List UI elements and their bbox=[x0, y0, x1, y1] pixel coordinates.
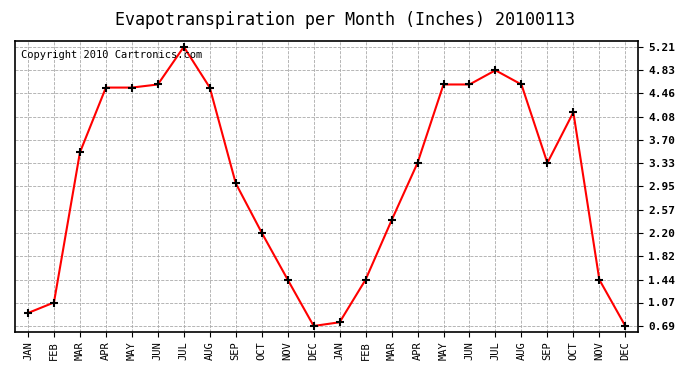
Point bbox=[282, 277, 293, 283]
Point bbox=[438, 81, 449, 87]
Text: Evapotranspiration per Month (Inches) 20100113: Evapotranspiration per Month (Inches) 20… bbox=[115, 11, 575, 29]
Point bbox=[204, 85, 215, 91]
Point bbox=[308, 323, 319, 329]
Point bbox=[594, 277, 605, 283]
Point bbox=[464, 81, 475, 87]
Point bbox=[334, 319, 345, 325]
Point bbox=[386, 217, 397, 223]
Point bbox=[152, 81, 164, 87]
Point bbox=[490, 67, 501, 73]
Point bbox=[542, 160, 553, 166]
Point bbox=[48, 300, 59, 306]
Point bbox=[516, 81, 527, 87]
Point bbox=[360, 277, 371, 283]
Point bbox=[23, 310, 34, 316]
Point bbox=[178, 44, 189, 50]
Point bbox=[568, 109, 579, 115]
Point bbox=[256, 230, 267, 236]
Point bbox=[620, 323, 631, 329]
Point bbox=[126, 85, 137, 91]
Point bbox=[75, 149, 86, 155]
Point bbox=[412, 160, 423, 166]
Point bbox=[100, 85, 111, 91]
Point bbox=[230, 180, 241, 186]
Text: Copyright 2010 Cartronics.com: Copyright 2010 Cartronics.com bbox=[21, 50, 202, 60]
